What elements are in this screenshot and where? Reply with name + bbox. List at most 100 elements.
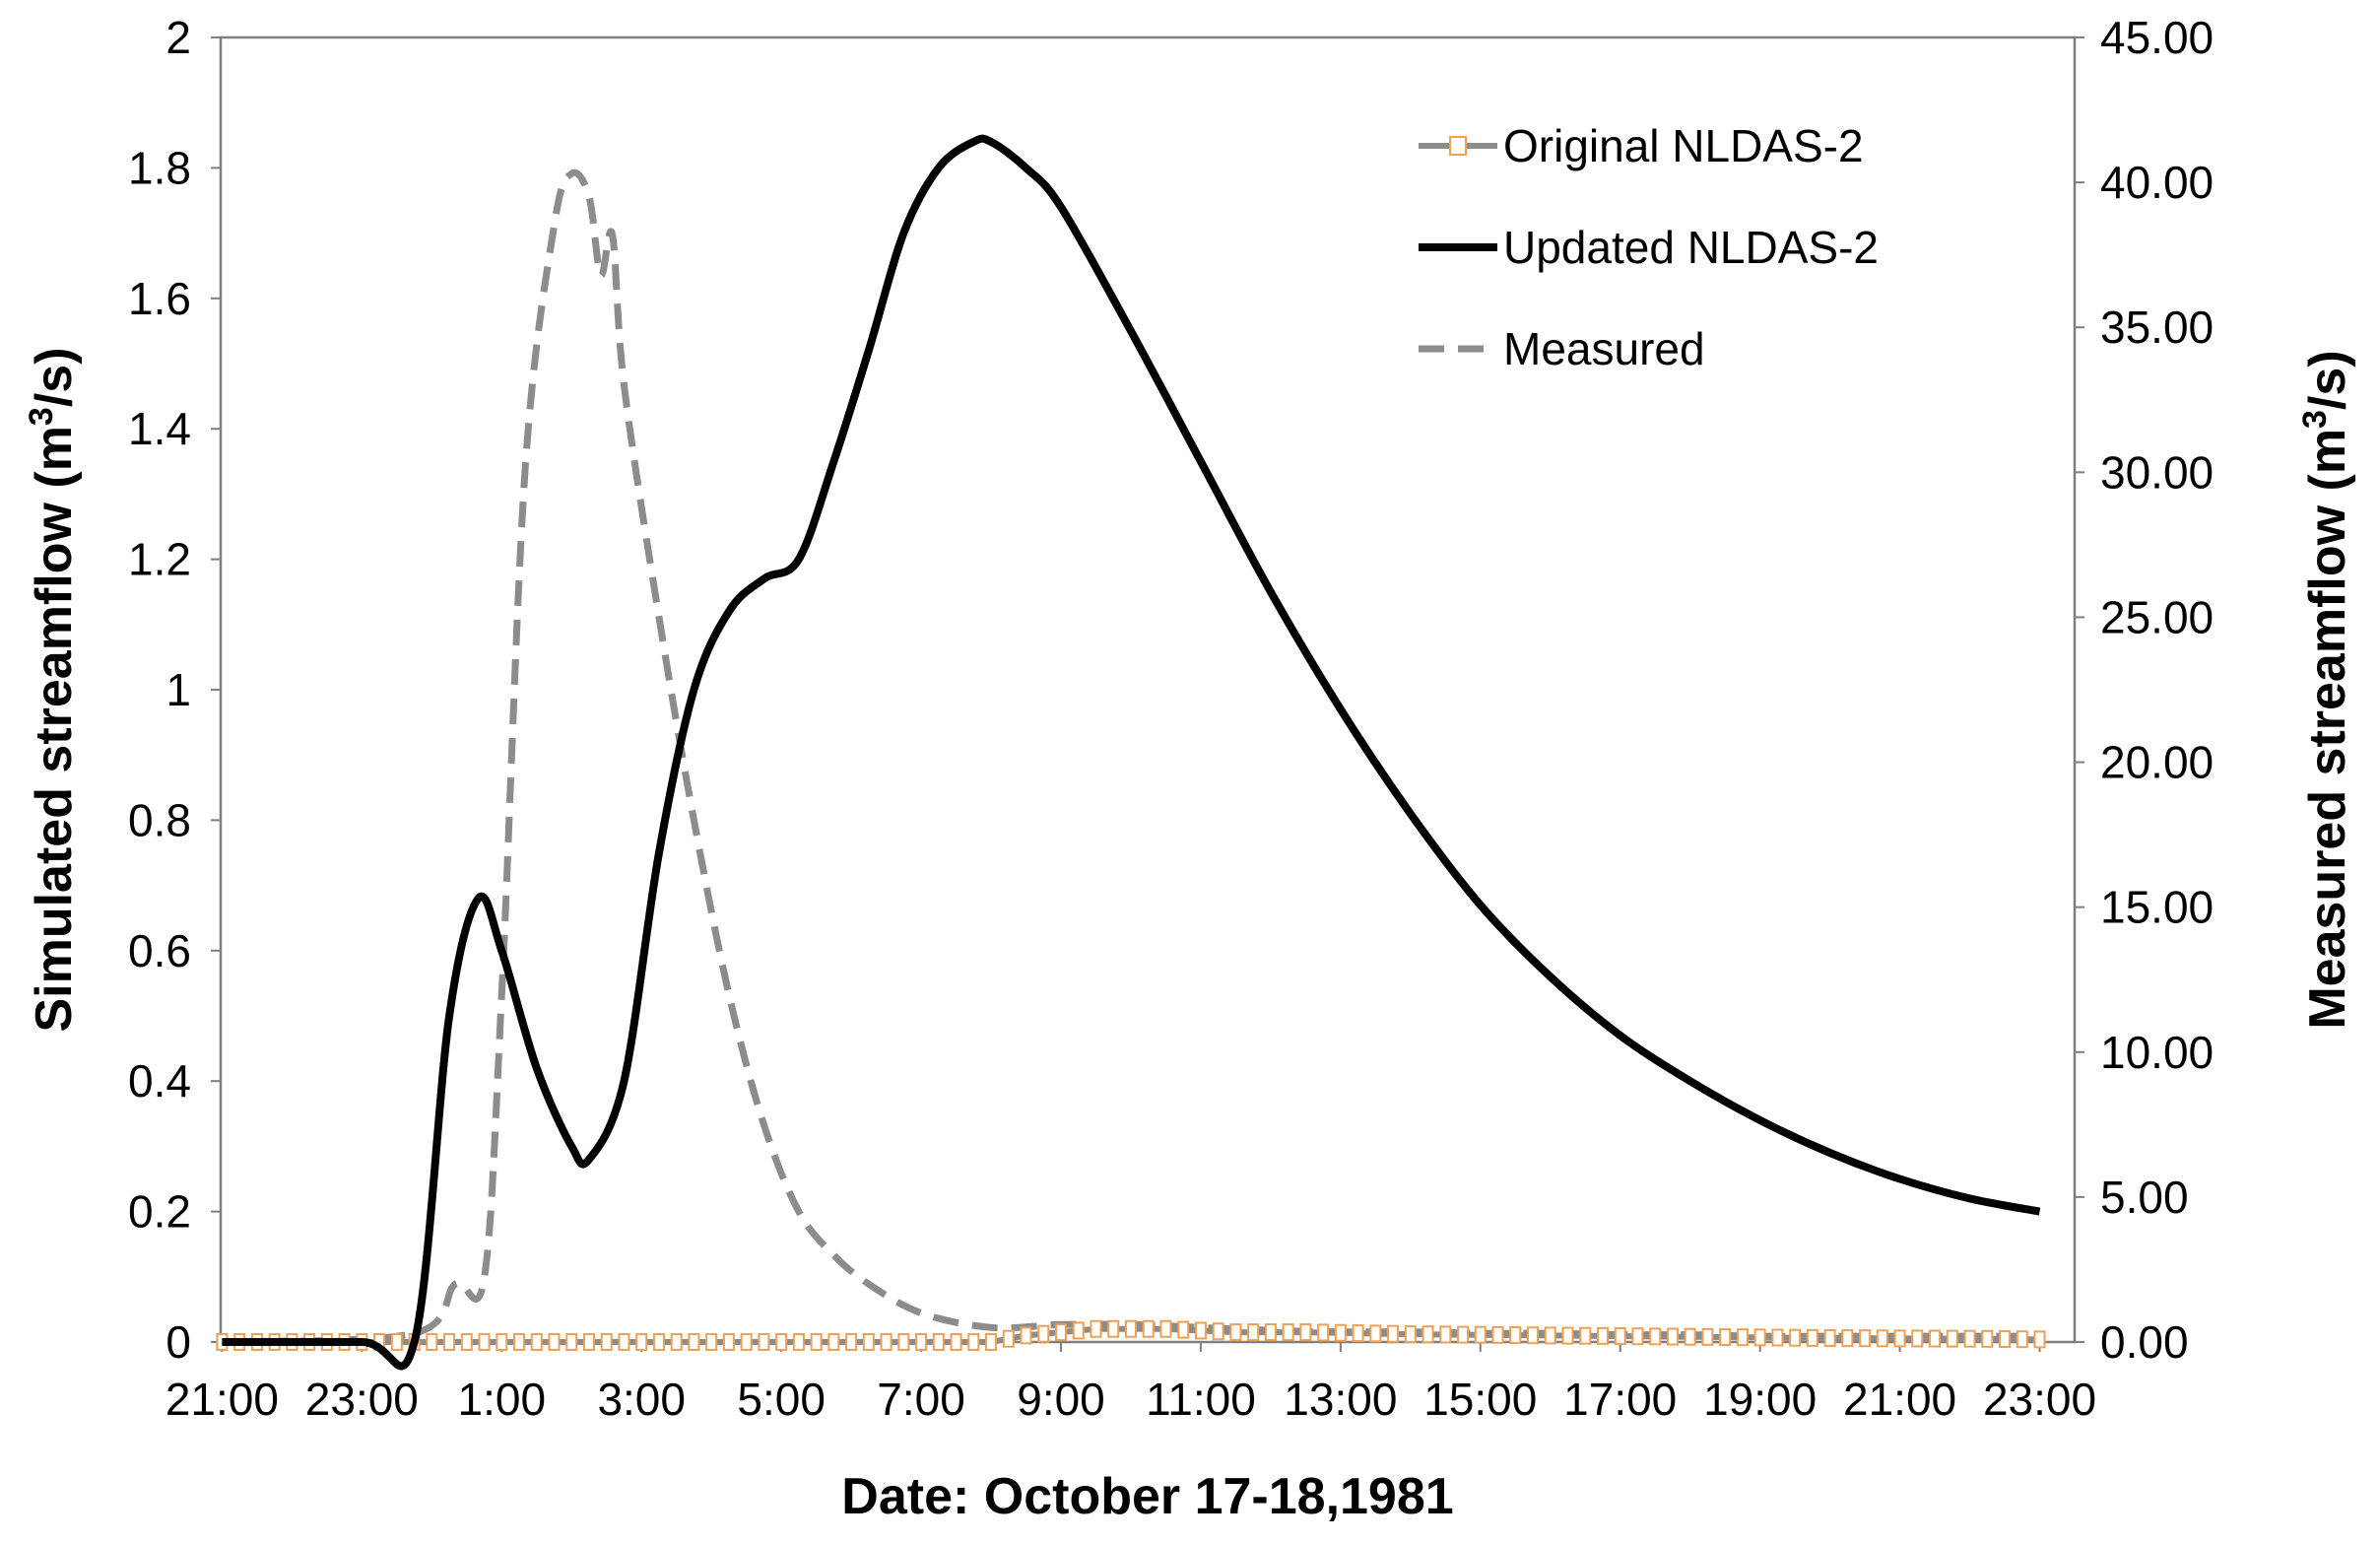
series-marker-original: [1561, 1326, 1574, 1345]
series-marker-original: [1491, 1325, 1504, 1344]
series-marker-original: [1229, 1323, 1242, 1342]
left-tick-label: 1.8: [128, 142, 191, 193]
series-marker-original: [897, 1333, 910, 1351]
series-marker-original: [950, 1333, 962, 1351]
series-marker-original: [582, 1333, 595, 1351]
x-tick-label: 21:00: [165, 1374, 279, 1425]
series-marker-original: [1631, 1327, 1644, 1346]
right-axis-ticks: 0.00 5.00 10.00 15.00 20.00 25.00 30.00 35.00 40…: [2075, 12, 2214, 1368]
left-tick-label: 1.4: [128, 403, 191, 454]
series-marker-original: [1719, 1328, 1732, 1347]
series-updated-nldas-2: [222, 134, 2041, 1371]
legend-entry: Updated NLDAS-2: [1419, 222, 1879, 273]
x-tick-label: 19:00: [1703, 1374, 1817, 1425]
x-tick-label: 3:00: [597, 1374, 686, 1425]
right-tick-label: 35.00: [2100, 302, 2214, 353]
x-tick-label: 9:00: [1017, 1374, 1105, 1425]
right-y-axis-title: Measured streamflow (m3/s): [2296, 350, 2356, 1029]
series-marker-original: [1649, 1327, 1662, 1346]
series-marker-original: [600, 1333, 613, 1351]
series-marker-original: [513, 1333, 526, 1351]
series-marker-original: [1544, 1326, 1556, 1345]
series-marker-original: [1859, 1329, 1872, 1348]
series-marker-original: [1247, 1323, 1260, 1342]
series-marker-original: [2016, 1330, 2028, 1349]
series-line-updated: [222, 134, 2041, 1371]
series-marker-original: [1072, 1321, 1085, 1340]
series-marker-original: [1736, 1328, 1749, 1347]
series-marker-original: [862, 1333, 875, 1351]
x-tick-label: 23:00: [1983, 1374, 2096, 1425]
series-marker-original: [1509, 1326, 1522, 1345]
series-marker-original: [1177, 1320, 1190, 1339]
series-marker-original: [460, 1333, 473, 1351]
series-marker-original: [1317, 1323, 1330, 1342]
series-marker-original: [1929, 1329, 1942, 1348]
left-tick-label: 0.8: [128, 794, 191, 845]
x-tick-label: 5:00: [737, 1374, 826, 1425]
series-marker-original: [1421, 1325, 1434, 1344]
series-marker-original: [1404, 1325, 1417, 1344]
series-marker-original: [618, 1333, 630, 1351]
right-tick-label: 15.00: [2100, 882, 2214, 933]
series-layer: [216, 134, 2046, 1371]
series-marker-original: [1596, 1326, 1609, 1345]
left-axis-ticks: 0 0.2 0.4 0.6 0.8 1 1.2 1.4 1.6 1.8 2: [128, 12, 221, 1368]
legend: Original NLDAS-2 Updated NLDAS-2 Measured: [1419, 120, 1879, 374]
right-tick-label: 40.00: [2100, 157, 2214, 208]
series-marker-original: [740, 1333, 753, 1351]
series-marker-original: [1946, 1329, 1958, 1348]
series-marker-original: [758, 1333, 770, 1351]
series-marker-original: [985, 1333, 998, 1351]
left-y-axis-title: Simulated streamflow (m3/s): [23, 347, 83, 1032]
series-marker-original: [1666, 1327, 1679, 1346]
series-marker-original: [1876, 1329, 1888, 1348]
series-marker-original: [1981, 1329, 1994, 1348]
series-marker-original: [1037, 1324, 1050, 1343]
series-marker-original: [705, 1333, 718, 1351]
series-marker-original: [1823, 1329, 1836, 1348]
series-marker-original: [1124, 1319, 1137, 1338]
series-marker-original: [967, 1333, 980, 1351]
x-tick-label: 7:00: [877, 1374, 965, 1425]
series-marker-original: [1789, 1328, 1802, 1347]
series-marker-original: [1282, 1323, 1294, 1342]
right-tick-label: 45.00: [2100, 12, 2214, 63]
series-original-nldas-2: [216, 1319, 2046, 1351]
series-marker-original: [1753, 1328, 1766, 1347]
series-marker-original: [1771, 1328, 1784, 1347]
series-marker-original: [426, 1333, 438, 1351]
series-marker-original: [670, 1333, 683, 1351]
left-tick-label: 0.2: [128, 1186, 191, 1238]
x-tick-label: 1:00: [458, 1374, 547, 1425]
series-marker-original: [880, 1333, 892, 1351]
right-tick-label: 5.00: [2100, 1172, 2189, 1223]
right-tick-label: 25.00: [2100, 591, 2214, 642]
series-marker-original: [688, 1333, 700, 1351]
series-marker-original: [1090, 1319, 1102, 1338]
right-tick-label: 20.00: [2100, 737, 2214, 788]
series-marker-original: [548, 1333, 561, 1351]
right-tick-label: 0.00: [2100, 1316, 2189, 1368]
series-marker-original: [1212, 1322, 1224, 1341]
legend-label: Measured: [1503, 323, 1705, 374]
series-marker-original: [1474, 1325, 1487, 1344]
left-tick-label: 0: [165, 1316, 191, 1368]
x-tick-label: 11:00: [1146, 1374, 1256, 1425]
series-marker-original: [1963, 1329, 1976, 1348]
series-marker-original: [775, 1333, 788, 1351]
series-marker-original: [1142, 1319, 1155, 1338]
series-marker-original: [2033, 1330, 2046, 1349]
series-marker-original: [635, 1333, 648, 1351]
left-tick-label: 2: [165, 12, 191, 63]
legend-label: Original NLDAS-2: [1503, 120, 1864, 171]
series-marker-original: [1002, 1329, 1015, 1348]
series-marker-original: [1841, 1329, 1854, 1348]
series-marker-original: [1527, 1326, 1540, 1345]
left-tick-label: 1: [165, 664, 191, 715]
series-marker-original: [932, 1333, 945, 1351]
series-marker-original: [792, 1333, 805, 1351]
series-marker-original: [1299, 1323, 1312, 1342]
